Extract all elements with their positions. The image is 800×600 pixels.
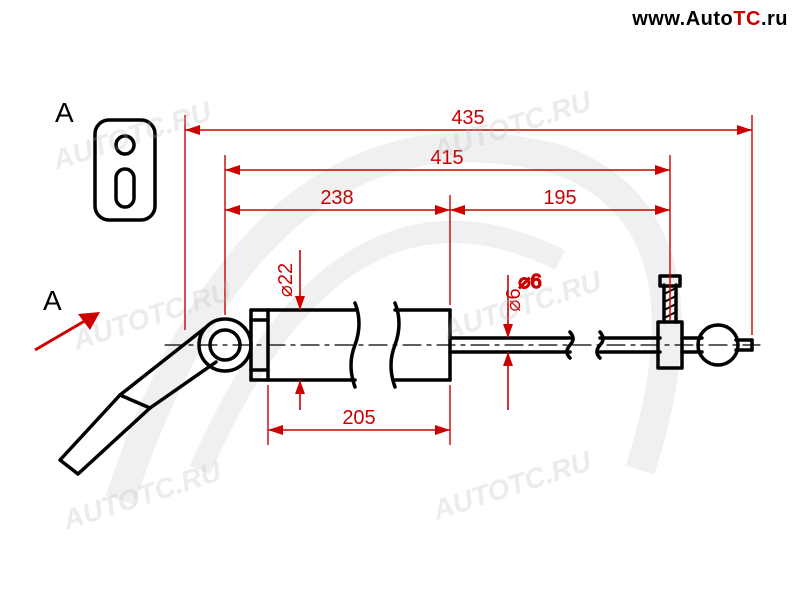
url-www: www. — [632, 8, 685, 30]
section-label-bottom: A — [43, 285, 62, 316]
dia22-text: ⌀22 — [275, 263, 297, 297]
dim-415-label: 415 — [430, 147, 463, 169]
dim-195-label: 195 — [543, 187, 576, 209]
dia6-text: ⌀6 — [503, 288, 525, 311]
technical-drawing: ⌀6 ⌀6 ⌀22 435 415 — [0, 0, 800, 600]
section-label-top: A — [55, 97, 74, 128]
url-ru: .ru — [761, 8, 788, 30]
url-tc: TC — [733, 8, 761, 30]
site-url: www.AutoTC.ru — [632, 8, 788, 31]
dim-435-label: 435 — [451, 107, 484, 129]
section-arrow — [35, 312, 100, 350]
logo-watermark — [120, 147, 667, 500]
dim-238-label: 238 — [320, 187, 353, 209]
dim-205-label: 205 — [342, 407, 375, 429]
url-auto: Auto — [686, 8, 734, 30]
bracket-detail — [95, 120, 155, 220]
